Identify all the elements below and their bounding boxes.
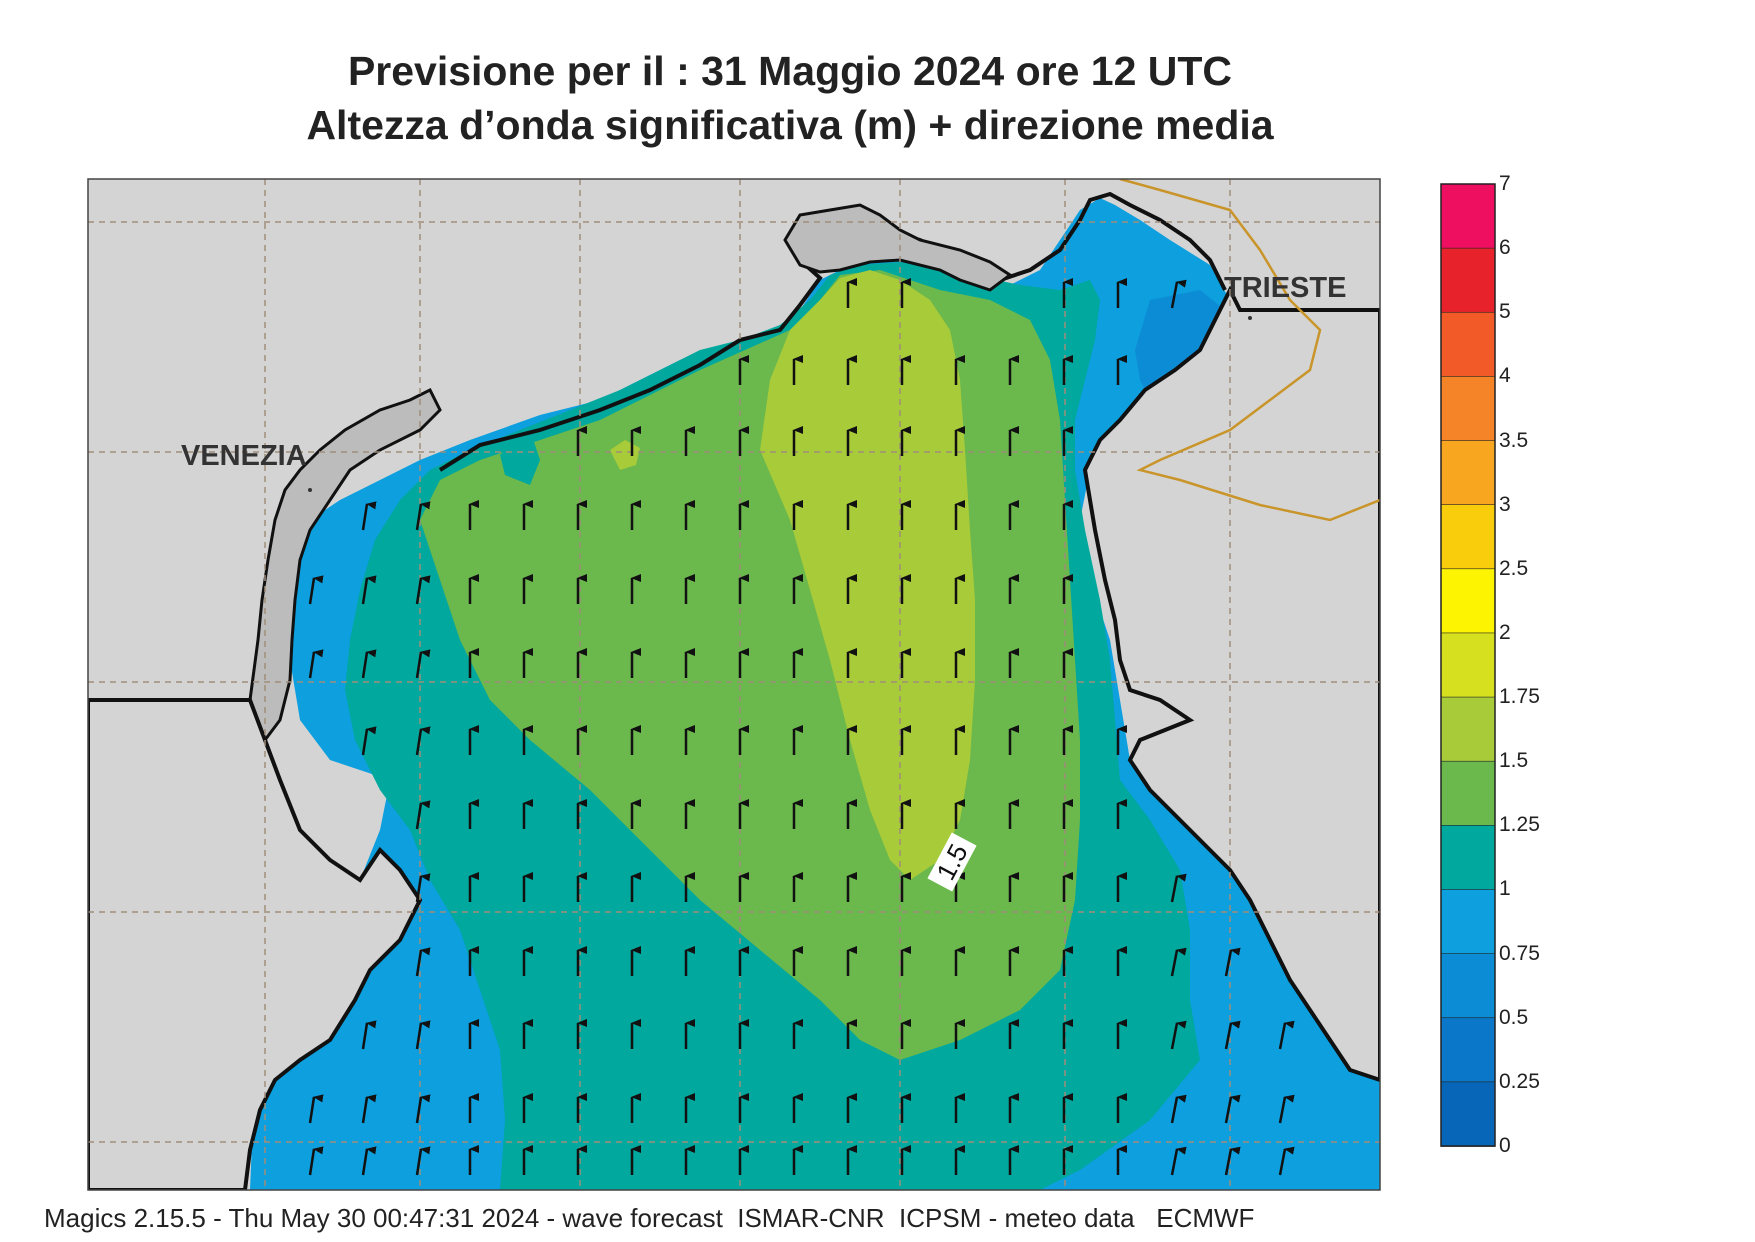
coastline-west-south	[88, 698, 423, 1190]
colorbar-frame	[1440, 183, 1496, 1147]
colorbar-swatch	[1440, 376, 1496, 442]
colorbar-swatch	[1440, 889, 1496, 955]
wave-direction-arrow	[1224, 947, 1241, 977]
wave-direction-arrow	[1170, 1020, 1187, 1050]
carso-land	[783, 203, 1013, 292]
wave-direction-arrow	[361, 575, 377, 605]
wave-direction-arrow	[415, 575, 431, 605]
colorbar	[1440, 183, 1496, 1147]
colorbar-swatch	[1440, 760, 1496, 827]
footer-credits: Magics 2.15.5 - Thu May 30 00:47:31 2024…	[44, 1203, 1255, 1233]
wave-direction-arrow	[415, 1020, 431, 1050]
trieste-marker	[1248, 316, 1252, 320]
wave-direction-arrow	[1170, 1146, 1187, 1176]
colorbar-swatch	[1440, 183, 1496, 249]
wave-direction-arrow	[361, 1094, 377, 1124]
national-border	[1119, 179, 1380, 522]
wave-direction-arrow	[361, 501, 377, 531]
colorbar-swatch	[1440, 440, 1496, 506]
teal-patch	[500, 430, 540, 485]
colorbar-tick-label: 1	[1499, 877, 1511, 901]
colorbar-tick-label: 3.5	[1499, 428, 1529, 452]
wave-direction-arrow	[415, 501, 431, 531]
wave-direction-arrow	[415, 873, 431, 903]
wave-direction-arrow	[308, 1146, 324, 1176]
wave-direction-arrow	[1170, 279, 1187, 309]
wave-direction-arrow	[1278, 1020, 1295, 1050]
colorbar-tick-label: 1.25	[1499, 813, 1540, 837]
colorbar-tick-label: 2.5	[1499, 556, 1529, 580]
colorbar-tick-label: 0	[1499, 1134, 1511, 1157]
colorbar-swatch	[1440, 1081, 1496, 1147]
wave-direction-arrow	[361, 1020, 377, 1050]
height-band-1.5-1.75	[760, 270, 975, 880]
title-line-1: Previsione per il : 31 Maggio 2024 ore 1…	[347, 48, 1233, 94]
venezia-marker	[308, 488, 312, 492]
colorbar-swatch	[1440, 696, 1496, 762]
map-frame	[87, 178, 1381, 1191]
colorbar-tick-label: 5	[1499, 300, 1511, 324]
wave-direction-arrow	[1170, 873, 1187, 903]
wave-direction-arrow	[1170, 1094, 1187, 1124]
wave-direction-arrow	[415, 800, 431, 830]
colorbar-tick-label: 4	[1499, 364, 1511, 388]
colorbar-tick-label: 7	[1499, 172, 1511, 195]
venezia-land	[248, 387, 442, 744]
wave-direction-arrow	[1278, 1146, 1295, 1176]
colorbar-swatch	[1440, 632, 1496, 698]
colorbar-swatch	[1440, 825, 1496, 891]
wave-direction-arrow	[308, 1094, 324, 1124]
colorbar-swatch	[1440, 1017, 1496, 1083]
wave-direction-arrow	[415, 726, 431, 756]
wave-direction-arrow	[1278, 1094, 1295, 1124]
graticule	[88, 179, 1380, 1190]
wave-direction-arrow	[415, 649, 431, 679]
wave-direction-arrow	[361, 726, 377, 756]
colorbar-tick-label: 3	[1499, 492, 1511, 516]
colorbar-tick-label: 2	[1499, 620, 1511, 644]
city-label-trieste: TRIESTE	[1224, 272, 1347, 304]
colorbar-swatch	[1440, 953, 1496, 1019]
coastline-istria	[1082, 285, 1380, 1083]
wave-direction-arrow	[308, 575, 324, 605]
wave-direction-arrow	[1224, 1094, 1241, 1124]
wave-direction-arrow	[1224, 1146, 1241, 1176]
colorbar-tick-label: 0.5	[1499, 1005, 1529, 1029]
wave-direction-arrow	[415, 1146, 431, 1176]
colorbar-tick-label: 6	[1499, 236, 1511, 260]
colorbar-swatch	[1440, 568, 1496, 634]
wave-direction-arrows	[308, 278, 1295, 1176]
wave-direction-arrow	[361, 1146, 377, 1176]
wave-direction-arrow	[1170, 947, 1187, 977]
wave-direction-arrow	[415, 947, 431, 977]
title-line-2: Altezza d’onda significativa (m) + direz…	[306, 102, 1274, 148]
wave-direction-arrow	[1224, 1020, 1241, 1050]
colorbar-tick-label: 1.75	[1499, 685, 1540, 709]
colorbar-tick-label: 0.75	[1499, 941, 1540, 965]
colorbar-swatch	[1440, 247, 1496, 314]
wave-direction-arrow	[361, 649, 377, 679]
sea-low-patch	[1135, 290, 1225, 400]
colorbar-tick-label: 0.25	[1499, 1069, 1540, 1093]
wave-direction-arrow	[308, 649, 324, 679]
colorbar-tick-label: 1.5	[1499, 749, 1529, 773]
wave-direction-arrow	[415, 1094, 431, 1124]
city-label-venezia: VENEZIA	[181, 440, 307, 472]
colorbar-swatch	[1440, 311, 1496, 378]
colorbar-swatch	[1440, 504, 1496, 570]
